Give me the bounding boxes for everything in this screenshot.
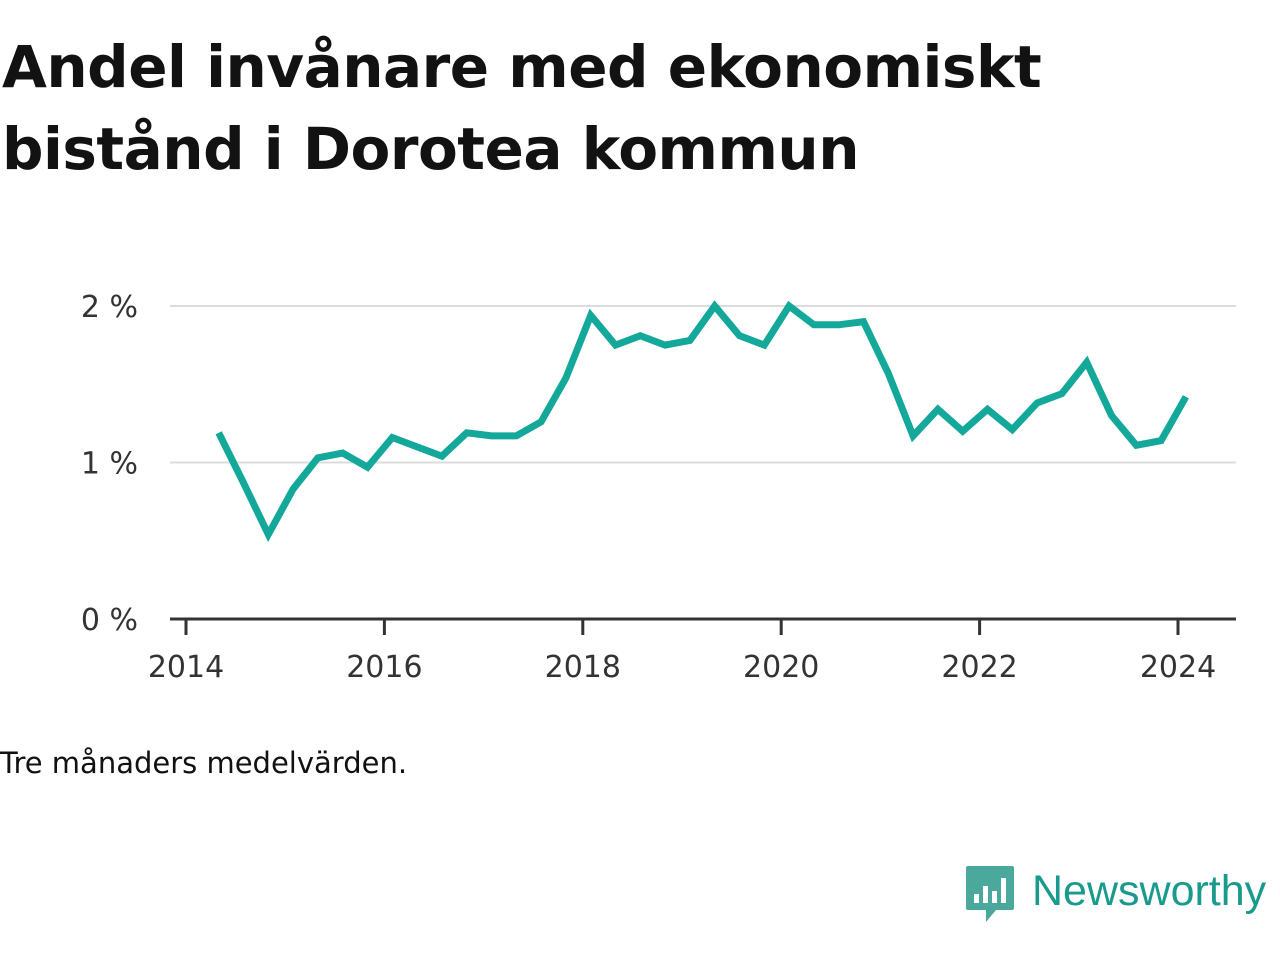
y-tick-label: 2 % [81, 290, 138, 325]
x-tick-label: 2014 [148, 650, 224, 685]
grid-lines [170, 305, 1236, 464]
x-tick-label: 2018 [545, 650, 621, 685]
x-tick-label: 2024 [1140, 650, 1216, 685]
axes [170, 617, 1236, 635]
series-line-0 [215, 300, 1189, 543]
x-tick-label: 2022 [941, 650, 1017, 685]
brand-logo[interactable]: Newsworthy [964, 864, 1266, 926]
y-tick-label: 1 % [81, 447, 138, 482]
tick-labels: 0 % 1 % 2 % 2014 2016 2018 2020 2022 2024 [81, 290, 1216, 685]
y-tick-label: 0 % [81, 603, 138, 638]
newsworthy-logo-icon [966, 866, 1014, 922]
chart-title: Andel invånare med ekonomiskt bistånd i … [2, 33, 1042, 183]
chart-caption: Tre månaders medelvärden. [0, 746, 408, 780]
line-chart: 0 % 1 % 2 % 2014 2016 2018 2020 2022 2024 [81, 290, 1236, 685]
x-tick-label: 2016 [346, 650, 422, 685]
series [215, 300, 1189, 543]
brand-name: Newsworthy [1032, 866, 1267, 915]
x-tick-label: 2020 [743, 650, 819, 685]
